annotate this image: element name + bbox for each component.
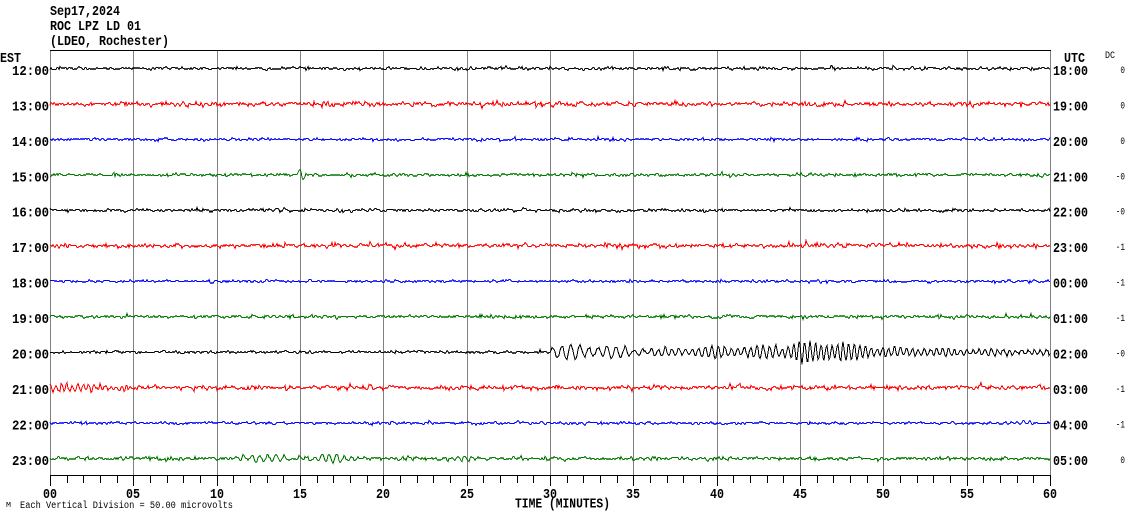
svg-text:10: 10 xyxy=(210,487,224,503)
svg-text:15:00: 15:00 xyxy=(12,170,49,186)
svg-text:-0: -0 xyxy=(1116,350,1125,361)
svg-text:0: 0 xyxy=(1120,66,1125,77)
svg-text:05:00: 05:00 xyxy=(1053,454,1088,470)
svg-text:18:00: 18:00 xyxy=(1053,64,1088,80)
svg-text:60: 60 xyxy=(1043,487,1057,503)
svg-text:-0: -0 xyxy=(1116,208,1125,219)
svg-text:23:00: 23:00 xyxy=(1053,241,1088,257)
svg-text:50: 50 xyxy=(876,487,890,503)
svg-text:20:00: 20:00 xyxy=(1053,135,1088,151)
svg-text:18:00: 18:00 xyxy=(12,277,49,293)
svg-text:-1: -1 xyxy=(1116,314,1125,325)
svg-text:EST: EST xyxy=(0,51,21,67)
svg-text:05: 05 xyxy=(126,487,140,503)
svg-text:22:00: 22:00 xyxy=(1053,206,1088,222)
svg-text:55: 55 xyxy=(960,487,974,503)
svg-text:0: 0 xyxy=(1120,456,1125,467)
svg-text:-1: -1 xyxy=(1116,279,1125,290)
svg-text:15: 15 xyxy=(293,487,307,503)
svg-text:45: 45 xyxy=(793,487,807,503)
svg-text:14:00: 14:00 xyxy=(12,135,49,151)
svg-text:23:00: 23:00 xyxy=(12,454,49,470)
svg-text:17:00: 17:00 xyxy=(12,241,49,257)
svg-text:Each Vertical Division = 50.: Each Vertical Division = 50.00 microvolt… xyxy=(20,500,233,512)
svg-text:ROC LPZ LD 01: ROC LPZ LD 01 xyxy=(50,19,141,35)
svg-text:19:00: 19:00 xyxy=(1053,99,1088,115)
svg-text:-0: -0 xyxy=(1116,172,1125,183)
svg-text:01:00: 01:00 xyxy=(1053,312,1088,328)
svg-text:25: 25 xyxy=(460,487,474,503)
svg-text:16:00: 16:00 xyxy=(12,206,49,222)
svg-text:19:00: 19:00 xyxy=(12,312,49,328)
svg-text:40: 40 xyxy=(710,487,724,503)
svg-text:20: 20 xyxy=(376,487,390,503)
svg-text:30: 30 xyxy=(543,487,557,503)
svg-text:Sep17,2024: Sep17,2024 xyxy=(50,4,120,20)
svg-text:12:00: 12:00 xyxy=(12,64,49,80)
svg-text:22:00: 22:00 xyxy=(12,418,49,434)
svg-text:03:00: 03:00 xyxy=(1053,383,1088,399)
svg-text:(LDEO, Rochester): (LDEO, Rochester) xyxy=(50,34,169,50)
svg-text:21:00: 21:00 xyxy=(1053,170,1088,186)
svg-text:-1: -1 xyxy=(1116,243,1125,254)
svg-text:13:00: 13:00 xyxy=(12,99,49,115)
svg-text:0: 0 xyxy=(1120,137,1125,148)
svg-text:04:00: 04:00 xyxy=(1053,418,1088,434)
svg-text:20:00: 20:00 xyxy=(12,348,49,364)
svg-text:-1: -1 xyxy=(1116,420,1125,431)
svg-text:00:00: 00:00 xyxy=(1053,277,1088,293)
svg-text:21:00: 21:00 xyxy=(12,383,49,399)
svg-text:DC: DC xyxy=(1105,51,1115,62)
svg-text:UTC: UTC xyxy=(1064,51,1085,67)
svg-text:-1: -1 xyxy=(1116,385,1125,396)
svg-text:00: 00 xyxy=(43,487,57,503)
svg-text:TIME (MINUTES): TIME (MINUTES) xyxy=(515,497,610,513)
svg-text:M: M xyxy=(6,502,11,510)
svg-text:35: 35 xyxy=(626,487,640,503)
svg-text:02:00: 02:00 xyxy=(1053,348,1088,364)
svg-text:0: 0 xyxy=(1120,101,1125,112)
